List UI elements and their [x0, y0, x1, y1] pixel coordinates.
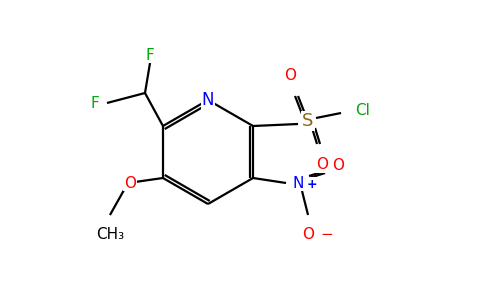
Text: Cl: Cl — [355, 103, 370, 118]
Text: −: − — [320, 227, 333, 242]
Text: CH₃: CH₃ — [96, 227, 124, 242]
Text: F: F — [90, 95, 99, 110]
Text: O: O — [284, 68, 296, 83]
Text: N: N — [202, 91, 214, 109]
Text: F: F — [146, 47, 154, 62]
Text: O: O — [302, 227, 314, 242]
Text: O: O — [124, 176, 136, 190]
Text: O: O — [316, 157, 328, 172]
Text: O: O — [332, 158, 344, 172]
Text: +: + — [307, 178, 318, 191]
Text: S: S — [302, 112, 314, 130]
Text: N: N — [292, 176, 304, 190]
